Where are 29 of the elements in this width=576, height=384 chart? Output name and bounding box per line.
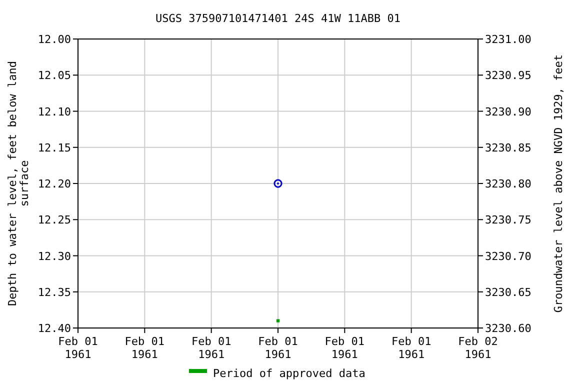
x-tick-label: Feb 01 1961	[324, 335, 365, 361]
chart-title: USGS 375907101471401 24S 41W 11ABB 01	[155, 12, 401, 25]
y2-tick-label: 3230.75	[485, 214, 532, 227]
x-tick-label: Feb 02 1961	[458, 335, 498, 361]
y-tick-label: 12.15	[38, 141, 71, 154]
y2-tick-label: 3230.90	[485, 105, 532, 118]
y2-tick-label: 3230.85	[485, 141, 532, 154]
y-tick-label: 12.00	[38, 33, 71, 46]
y2-tick-label: 3231.00	[485, 33, 532, 46]
y-tick-label: 12.40	[38, 322, 71, 335]
x-tick-label: Feb 01 1961	[391, 335, 432, 361]
y2-tick-label: 3230.95	[485, 69, 532, 82]
y-tick-label: 12.35	[38, 286, 71, 299]
y2-axis-title: Groundwater level above NGVD 1929, feet	[552, 54, 565, 313]
y2-tick-label: 3230.80	[485, 178, 532, 190]
x-tick-label: Feb 01 1961	[58, 335, 98, 361]
y-tick-label: 12.20	[38, 178, 71, 190]
y-tick-label: 12.10	[38, 105, 71, 118]
legend-label: Period of approved data	[213, 367, 366, 380]
x-tick-label: Feb 01 1961	[258, 335, 298, 361]
y2-tick-label: 3230.60	[485, 322, 532, 335]
y-tick-label: 12.30	[38, 250, 71, 263]
y-tick-label: 12.25	[38, 214, 71, 227]
y2-tick-label: 3230.65	[485, 286, 532, 299]
x-tick-label: Feb 01 1961	[124, 335, 165, 361]
y-axis-title: Depth to water level, feet below land surface	[6, 60, 31, 306]
y-tick-label: 12.05	[38, 69, 71, 82]
x-tick-label: Feb 01 1961	[191, 335, 232, 361]
y2-tick-label: 3230.70	[485, 250, 532, 263]
